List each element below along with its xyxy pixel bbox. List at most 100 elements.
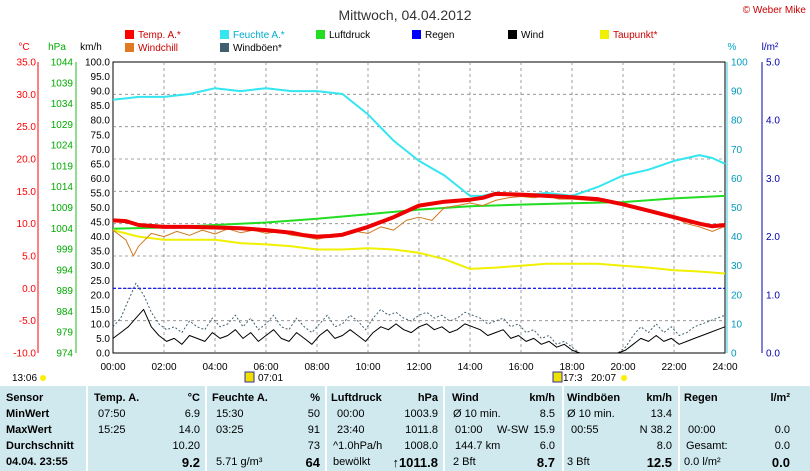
stats-separator: [678, 386, 680, 471]
x-tick-label: 04:00: [202, 362, 227, 373]
now-row-label: 04.04. 23:55: [6, 456, 68, 468]
legend-swatch: [220, 30, 229, 39]
legend-label: Wind: [521, 30, 544, 41]
temp-min-value: 6.9: [184, 408, 200, 420]
x-tick-label: 14:00: [457, 362, 482, 373]
wind-tick-label: 30.0: [91, 261, 111, 272]
wind-tick-label: 85.0: [91, 101, 111, 112]
rain-tick-label: 0.0: [766, 349, 780, 360]
humidity-avg-value: 73: [307, 440, 320, 452]
rain-axis-label: l/m²: [762, 42, 779, 53]
sun-markers: 13:06 07:01 17:3 20:07: [12, 371, 627, 384]
legend-label: Luftdruck: [329, 30, 371, 41]
pressure-tick-label: 979: [56, 328, 73, 339]
sunrise-icon: [244, 371, 255, 383]
wind-distance: 144.7 km: [455, 440, 501, 452]
temp-tick-label: 20.0: [17, 155, 37, 166]
chart-title: Mittwoch, 04.04.2012: [338, 7, 471, 23]
moon-dot-icon: [621, 375, 627, 381]
pressure-min-value: 1003.9: [404, 408, 438, 420]
gust-avg10-label: Ø 10 min.: [567, 408, 615, 420]
humidity-tick-label: 90: [731, 87, 743, 98]
wind-max-value: 15.9: [533, 424, 555, 436]
temp-unit: °C: [187, 392, 200, 404]
sunrise-label: 07:01: [258, 373, 283, 384]
wind-tick-label: 10.0: [91, 319, 111, 330]
pressure-now-value: ↑1011.8: [392, 455, 438, 470]
humidity-tick-label: 100: [731, 58, 748, 69]
gust-now-value: 12.5: [646, 455, 672, 470]
pressure-axis-label: hPa: [48, 42, 66, 53]
wind-tick-label: 0.0: [96, 349, 110, 360]
humidity-header: Feuchte A.: [212, 392, 268, 404]
sensor-header: Sensor: [6, 392, 44, 404]
wind-tick-label: 35.0: [91, 247, 111, 258]
wind-tick-label: 20.0: [91, 290, 111, 301]
wind-axis-label: km/h: [80, 42, 102, 53]
humidity-tick-label: 30: [731, 261, 743, 272]
temp-now-value: 9.2: [181, 455, 200, 470]
max-row-label: MaxWert: [6, 424, 52, 436]
legend-label: Windböen*: [233, 43, 282, 54]
humidity-axis-label: %: [728, 42, 737, 53]
pressure-tick-label: 1024: [51, 141, 74, 152]
temp-avg-value: 10.20: [172, 440, 200, 452]
humidity-tick-label: 70: [731, 145, 743, 156]
legend-label: Taupunkt*: [613, 30, 658, 41]
legend-swatch: [412, 30, 421, 39]
pressure-tick-label: 999: [56, 245, 73, 256]
wind-tick-label: 65.0: [91, 159, 111, 170]
temp-tick-label: 30.0: [17, 90, 37, 101]
wind-tick-label: 15.0: [91, 305, 111, 316]
min-row-label: MinWert: [6, 408, 50, 420]
x-tick-label: 08:00: [304, 362, 329, 373]
pressure-header: Luftdruck: [331, 392, 382, 404]
wind-header: Wind: [452, 392, 479, 404]
wind-tick-label: 50.0: [91, 203, 111, 214]
grid: [113, 62, 725, 353]
wind-max-direction: W-SW: [497, 424, 529, 436]
sun-dot-icon: [40, 375, 46, 381]
x-tick-label: 12:00: [406, 362, 431, 373]
x-tick-label: 18:00: [559, 362, 584, 373]
wind-unit: km/h: [529, 392, 555, 404]
stats-separator: [205, 386, 207, 471]
humidity-tick-label: 10: [731, 319, 743, 330]
series-feuchte-a: [112, 87, 726, 197]
rain-now-value: 0.0: [771, 455, 790, 470]
gust-max-time: 00:55: [571, 424, 599, 436]
series-luftdruck: [112, 194, 726, 230]
wind-tick-label: 25.0: [91, 276, 111, 287]
temp-min-time: 07:50: [98, 408, 126, 420]
legend: Temp. A.* Feuchte A.* Luftdruck Regen Wind Ta…: [125, 30, 658, 54]
humidity-max-time: 03:25: [216, 424, 244, 436]
temp-tick-label: 10.0: [17, 219, 37, 230]
wind-tick-label: 95.0: [91, 72, 111, 83]
pressure-max-time: 23:40: [337, 424, 365, 436]
rain-tick-label: 3.0: [766, 174, 780, 185]
temp-axis-label: °C: [18, 42, 29, 53]
wind-avg10-label: Ø 10 min.: [453, 408, 501, 420]
temp-tick-label: 15.0: [17, 187, 37, 198]
legend-swatch: [316, 30, 325, 39]
legend-label: Feuchte A.*: [233, 30, 285, 41]
copyright-label: © Weber Mike: [743, 5, 807, 16]
stats-separator: [325, 386, 327, 471]
rain-tick-label: 4.0: [766, 116, 780, 127]
wind-max-time: 01:00: [455, 424, 483, 436]
pressure-max-value: 1011.8: [405, 424, 438, 436]
rain-total-label: Gesamt:: [686, 440, 728, 452]
x-tick-label: 24:00: [712, 362, 737, 373]
weather-condition: bewölkt: [333, 456, 371, 468]
pressure-trend: ^1.0hPa/h: [333, 440, 383, 452]
gust-avg-value: 8.0: [656, 440, 672, 452]
x-tick-label: 16:00: [508, 362, 533, 373]
rain-unit: l/m²: [770, 392, 790, 404]
pressure-tick-label: 1039: [51, 78, 74, 89]
wind-tick-label: 75.0: [91, 130, 111, 141]
wind-avg-value: 6.0: [539, 440, 555, 452]
temp-tick-label: -5.0: [19, 316, 37, 327]
humidity-now-value: 64: [305, 455, 320, 470]
legend-swatch: [125, 30, 134, 39]
weather-chart: Mittwoch, 04.04.2012 © Weber Mike Temp. …: [12, 5, 807, 384]
